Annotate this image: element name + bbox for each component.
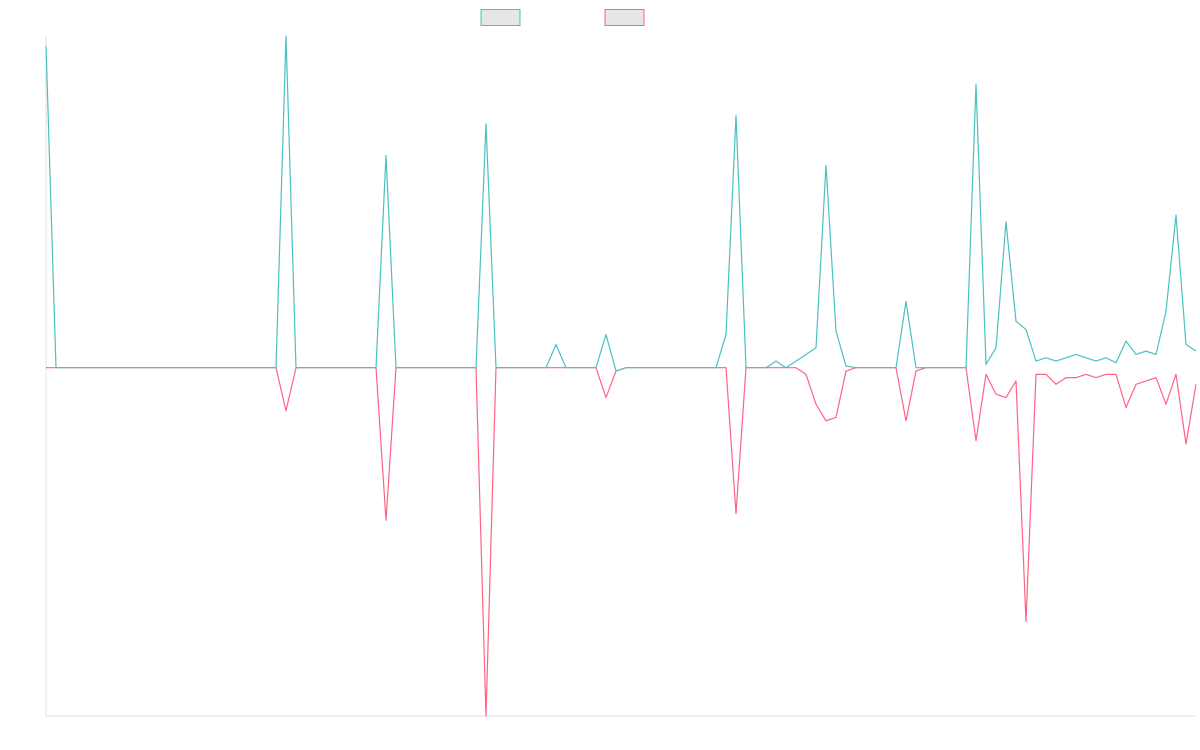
series-line	[45, 35, 1197, 372]
legend-swatch[interactable]	[480, 9, 521, 26]
legend-swatch[interactable]	[604, 9, 645, 26]
series-line	[46, 367, 1197, 717]
